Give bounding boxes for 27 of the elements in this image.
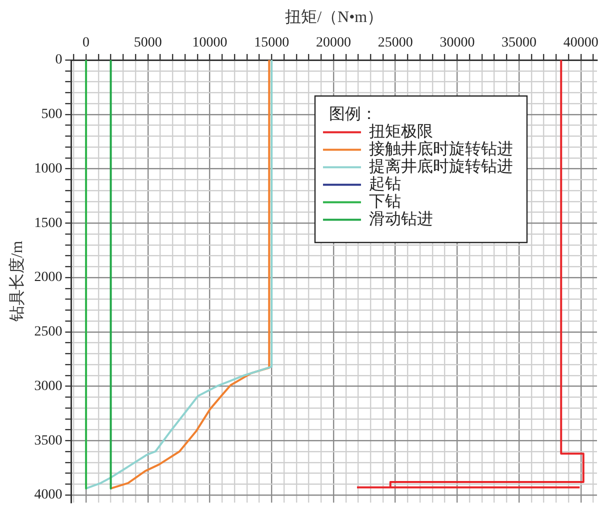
y-tick-label: 2500: [34, 324, 62, 340]
x-tick-label: 40000: [563, 35, 598, 50]
legend-label: 起钻: [369, 176, 401, 193]
x-tick-label: 20000: [316, 35, 351, 50]
x-tick-label: 5000: [134, 35, 162, 50]
y-tick-label: 3500: [34, 433, 62, 448]
x-tick-label: 30000: [440, 35, 475, 50]
legend-title: 图例：: [329, 106, 377, 123]
x-tick-label: 10000: [192, 35, 228, 50]
legend-label: 下钻: [369, 193, 401, 210]
x-tick-label: 15000: [254, 35, 290, 50]
x-tick-label: 25000: [378, 35, 413, 50]
y-tick-label: 3000: [34, 378, 62, 394]
y-tick-label: 1000: [34, 161, 62, 176]
legend-label: 扭矩极限: [369, 123, 433, 140]
y-tick-label: 4000: [34, 488, 62, 503]
legend-label: 提离井底时旋转钻进: [369, 157, 513, 176]
x-tick-label: 35000: [502, 35, 537, 50]
y-tick-label: 2000: [34, 270, 62, 286]
y-axis-title: 钻具长度/m: [8, 240, 26, 323]
x-axis-title: 扭矩/（N•m）: [285, 8, 384, 26]
legend-label: 滑动钻进: [369, 210, 433, 228]
x-tick-label: 0: [82, 35, 90, 50]
y-tick-label: 0: [55, 52, 62, 68]
y-tick-label: 1500: [34, 216, 62, 231]
legend-label: 接触井底时旋转钻进: [369, 140, 513, 158]
y-tick-label: 500: [41, 107, 62, 122]
